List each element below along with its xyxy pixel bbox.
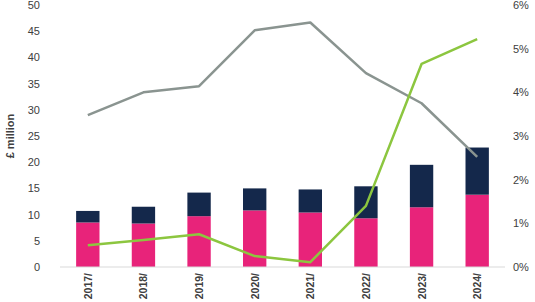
x-tick-label: 2020/ bbox=[249, 273, 261, 299]
y-tick bbox=[56, 57, 60, 58]
x-tick-label: 2017/ bbox=[82, 273, 94, 299]
y-tick bbox=[56, 267, 60, 268]
y2-tick bbox=[505, 5, 509, 6]
y2-tick-label: 2% bbox=[513, 174, 529, 186]
x-tick-label: 2024/ bbox=[471, 273, 483, 299]
bar bbox=[299, 189, 322, 212]
bar bbox=[76, 211, 99, 223]
y2-tick bbox=[505, 223, 509, 224]
x-tick-label: 2018/ bbox=[137, 273, 149, 299]
x-tick-label: 2023/ bbox=[416, 273, 428, 299]
y2-tick bbox=[505, 136, 509, 137]
y2-tick-label: 1% bbox=[513, 217, 529, 229]
y-tick bbox=[56, 188, 60, 189]
bar bbox=[466, 148, 489, 195]
y-tick bbox=[56, 136, 60, 137]
y2-tick-label: 5% bbox=[513, 43, 529, 55]
bar bbox=[299, 213, 322, 267]
bar bbox=[187, 193, 210, 217]
y2-tick-label: 6% bbox=[513, 0, 529, 11]
y-tick bbox=[56, 83, 60, 84]
bar bbox=[243, 210, 266, 267]
bar bbox=[354, 218, 377, 267]
y-tick bbox=[56, 31, 60, 32]
y2-tick-label: 0% bbox=[513, 261, 529, 273]
bar bbox=[132, 224, 155, 267]
y-tick bbox=[56, 162, 60, 163]
x-axis-line bbox=[60, 267, 505, 268]
y-tick bbox=[56, 5, 60, 6]
x-tick-label: 2021/ bbox=[304, 273, 316, 299]
y-tick-label: 25 bbox=[28, 130, 40, 142]
y-tick bbox=[56, 109, 60, 110]
bar bbox=[243, 188, 266, 210]
y2-tick-label: 3% bbox=[513, 130, 529, 142]
y-tick-label: 15 bbox=[28, 182, 40, 194]
plot-area bbox=[76, 22, 489, 267]
x-tick-label: 2022/ bbox=[360, 273, 372, 299]
y-axis-label: £ million bbox=[4, 113, 16, 158]
y2-tick bbox=[505, 48, 509, 49]
y-tick-label: 5 bbox=[34, 235, 40, 247]
line bbox=[88, 39, 477, 262]
bar bbox=[132, 207, 155, 224]
y-tick-label: 30 bbox=[28, 104, 40, 116]
y2-tick bbox=[505, 179, 509, 180]
bar bbox=[410, 207, 433, 267]
y-tick bbox=[56, 214, 60, 215]
x-tick-label: 2019/ bbox=[193, 273, 205, 299]
y-tick-label: 10 bbox=[28, 209, 40, 221]
y-tick-label: 40 bbox=[28, 51, 40, 63]
y-tick-label: 0 bbox=[34, 261, 40, 273]
bar bbox=[410, 165, 433, 207]
y-tick bbox=[56, 240, 60, 241]
y-tick-label: 20 bbox=[28, 156, 40, 168]
bar bbox=[466, 195, 489, 267]
y2-tick-label: 4% bbox=[513, 86, 529, 98]
y-tick-label: 35 bbox=[28, 78, 40, 90]
line bbox=[88, 22, 477, 156]
bar bbox=[187, 216, 210, 267]
y2-tick bbox=[505, 92, 509, 93]
y2-tick bbox=[505, 267, 509, 268]
y-tick-label: 50 bbox=[28, 0, 40, 11]
chart: 0 5 10 15 20 25 30 35 40 45 50 0% 1% 2% 3% 4% 5% 6% £ mill… bbox=[0, 0, 535, 302]
y-tick-label: 45 bbox=[28, 25, 40, 37]
